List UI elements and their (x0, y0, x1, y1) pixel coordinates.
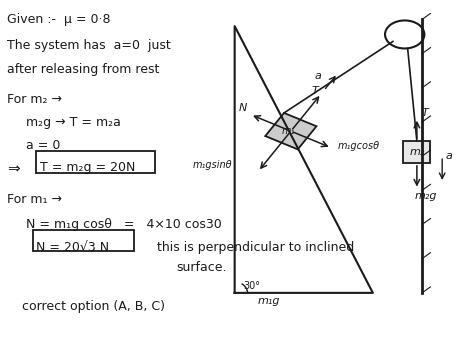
Text: N = 20√3 N: N = 20√3 N (36, 241, 109, 254)
Text: N: N (238, 103, 247, 113)
Bar (403, 141, 430, 163)
Text: m₁: m₁ (282, 126, 295, 136)
Text: T = m₂g = 20N: T = m₂g = 20N (40, 161, 136, 174)
Text: T: T (421, 108, 428, 118)
Text: For m₂ →: For m₂ → (8, 93, 63, 106)
Bar (36, 151, 155, 173)
Text: m₁gsinθ: m₁gsinθ (192, 160, 232, 170)
Bar (33, 230, 134, 251)
Text: ⇒: ⇒ (8, 161, 20, 176)
Text: a = 0: a = 0 (26, 139, 61, 153)
Text: N = m₁g cosθ   =   4×10 cos30: N = m₁g cosθ = 4×10 cos30 (26, 218, 222, 231)
Text: Given :-  μ = 0·8: Given :- μ = 0·8 (8, 13, 111, 26)
Polygon shape (265, 113, 317, 149)
Text: a: a (314, 71, 321, 81)
Text: T: T (312, 86, 319, 96)
Text: a: a (446, 152, 452, 161)
Text: For m₁ →: For m₁ → (8, 193, 63, 206)
Text: 30°: 30° (243, 281, 260, 291)
Text: m₁gcosθ: m₁gcosθ (338, 141, 380, 152)
Text: this is perpendicular to inclined: this is perpendicular to inclined (157, 241, 355, 254)
Text: m₂: m₂ (409, 147, 425, 157)
Text: m₂g: m₂g (415, 191, 437, 201)
Text: after releasing from rest: after releasing from rest (8, 63, 160, 76)
Text: surface.: surface. (176, 261, 227, 274)
Text: m₂g → T = m₂a: m₂g → T = m₂a (26, 116, 121, 129)
Text: The system has  a=0  just: The system has a=0 just (8, 39, 171, 53)
Text: correct option (A, B, C): correct option (A, B, C) (21, 300, 164, 313)
Text: m₁g: m₁g (258, 296, 281, 306)
